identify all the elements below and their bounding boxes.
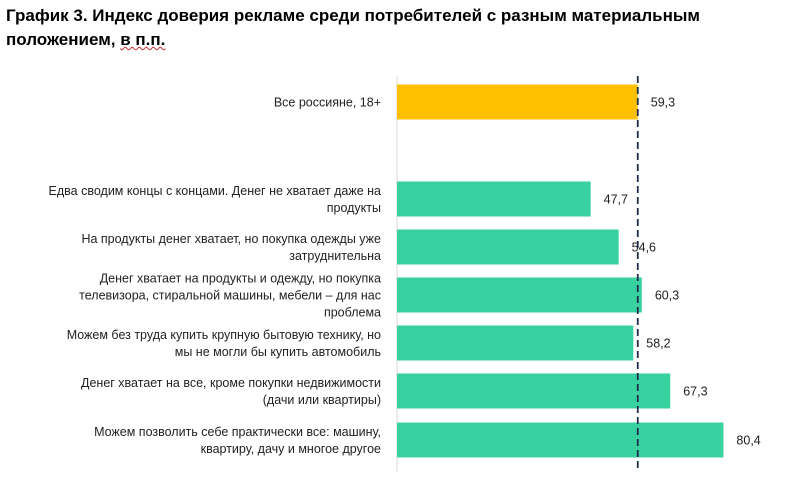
category-label-line: проблема — [324, 306, 381, 320]
category-label-line: затруднительна — [289, 249, 381, 263]
category-label-line: квартиру, дачу и многое другое — [201, 442, 381, 456]
value-label-3: 60,3 — [655, 289, 679, 303]
category-label-6: Можем позволить себе практически все: ма… — [94, 425, 381, 456]
chart-title-main: График 3. Индекс доверия рекламе среди п… — [6, 6, 700, 49]
value-label-6: 80,4 — [736, 434, 760, 448]
value-label-2: 54,6 — [632, 241, 656, 255]
bar-1 — [397, 181, 591, 217]
category-label-5: Денег хватает на все, кроме покупки недв… — [81, 376, 381, 407]
category-label-line: Едва сводим концы с концами. Денег не хв… — [49, 184, 381, 198]
value-label-4: 58,2 — [646, 337, 670, 351]
category-label-line: продукты — [327, 201, 381, 215]
category-label-line: телевизора, стиральной машины, мебели – … — [79, 289, 381, 303]
bar-6 — [397, 422, 724, 458]
bar-5 — [397, 373, 671, 409]
category-label-line: Денег хватает на все, кроме покупки недв… — [81, 376, 381, 390]
category-label-line: Денег хватает на продукты и одежду, но п… — [100, 272, 381, 286]
category-label-line: мы не могли бы купить автомобиль — [175, 345, 381, 359]
category-label-4: Можем без труда купить крупную бытовую т… — [67, 328, 381, 359]
category-label-line: (дачи или квартиры) — [263, 393, 381, 407]
value-label-0: 59,3 — [651, 96, 675, 110]
chart-title: График 3. Индекс доверия рекламе среди п… — [6, 4, 790, 52]
category-label-line: Можем без труда купить крупную бытовую т… — [67, 328, 381, 342]
category-label-line: Можем позволить себе практически все: ма… — [94, 425, 381, 439]
category-label-1: Едва сводим концы с концами. Денег не хв… — [49, 184, 381, 215]
bar-0 — [397, 84, 638, 120]
category-label-2: На продукты денег хватает, но покупка од… — [81, 232, 381, 263]
chart-title-unit: в п.п. — [120, 30, 166, 49]
category-label-line: На продукты денег хватает, но покупка од… — [81, 232, 381, 246]
category-label-0: Все россияне, 18+ — [274, 96, 381, 110]
category-label-3: Денег хватает на продукты и одежду, но п… — [79, 272, 381, 320]
category-label-line: Все россияне, 18+ — [274, 96, 381, 110]
bar-2 — [397, 229, 619, 265]
bar-3 — [397, 277, 642, 313]
bar-4 — [397, 325, 634, 361]
value-label-1: 47,7 — [604, 193, 628, 207]
value-label-5: 67,3 — [683, 385, 707, 399]
